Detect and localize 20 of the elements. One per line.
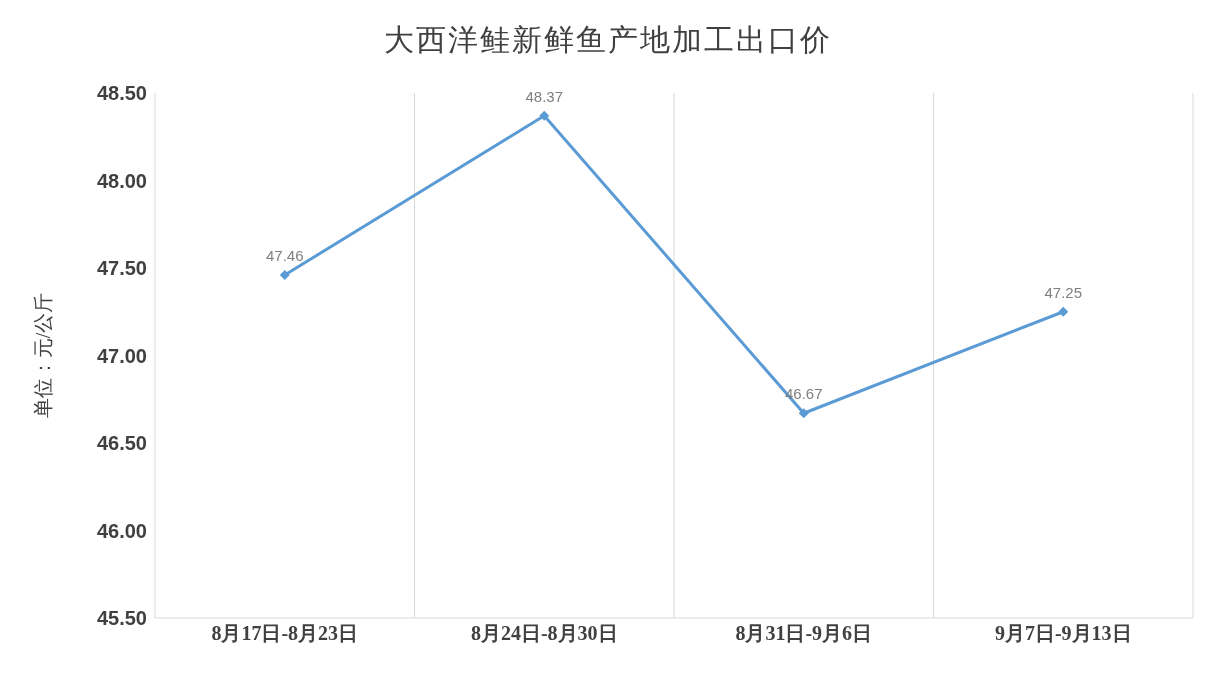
y-tick-label: 48.50 <box>96 82 147 105</box>
chart-title: 大西洋鲑新鲜鱼产地加工出口价 <box>383 22 833 58</box>
data-label: 47.46 <box>265 247 304 264</box>
y-tick-label: 47.50 <box>96 257 147 280</box>
x-tick-label: 8月17日-8月23日 <box>211 622 359 645</box>
point <box>279 270 290 280</box>
x-tick-label: 9月7日-9月13日 <box>994 622 1132 645</box>
y-tick-label: 46.50 <box>96 432 147 455</box>
point <box>539 110 550 121</box>
y-tick-label: 47.00 <box>96 344 147 367</box>
point <box>1058 306 1069 317</box>
x-tick-label: 8月31日-9月6日 <box>735 622 873 645</box>
y-tick-label: 45.50 <box>96 607 147 630</box>
data-label: 48.37 <box>525 87 564 105</box>
data-label: 47.25 <box>1044 283 1083 301</box>
y-axis-title: 单位：元/公斤 <box>32 292 55 419</box>
point <box>798 408 809 419</box>
x-tick-label: 8月24日-8月30日 <box>470 622 618 645</box>
y-tick-label: 46.00 <box>96 519 147 542</box>
y-tick-label: 48.00 <box>96 169 147 192</box>
